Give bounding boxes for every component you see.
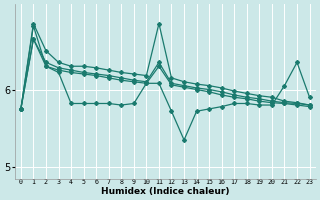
X-axis label: Humidex (Indice chaleur): Humidex (Indice chaleur) xyxy=(101,187,229,196)
